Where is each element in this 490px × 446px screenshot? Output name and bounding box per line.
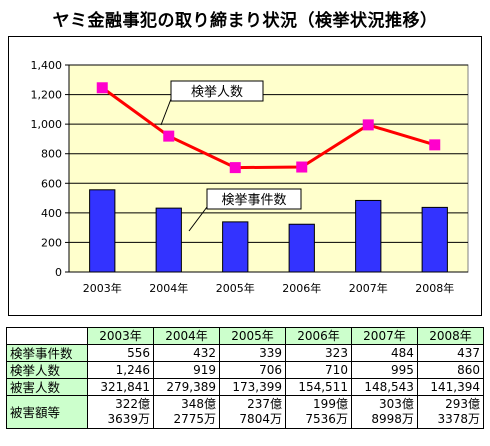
x-tick-label: 2005年 [216, 281, 255, 295]
table-row: 検挙人数 1,246 919 706 710 995 860 [5, 361, 485, 379]
damage-man: 3639万 [107, 412, 150, 426]
y-tick-label: 400 [41, 207, 62, 220]
table-cell: 148,543 [350, 378, 418, 396]
row-header: 検挙人数 [5, 361, 89, 379]
line-marker [296, 161, 308, 173]
row-header: 被害人数 [5, 378, 89, 396]
table-cell: 199億 7536万 [284, 395, 352, 429]
y-tick-label: 800 [41, 148, 62, 161]
x-tick-label: 2004年 [149, 281, 188, 295]
y-tick-label: 0 [55, 266, 62, 279]
column-header: 2005年 [218, 327, 286, 345]
damage-oku: 303億 [379, 397, 414, 411]
table-cell: 484 [350, 344, 418, 362]
table-row: 被害人数 321,841 279,389 173,399 154,511 148… [5, 378, 485, 396]
damage-man: 3378万 [437, 412, 480, 426]
table-cell: 339 [218, 344, 286, 362]
table-cell: 293億 3378万 [416, 395, 485, 429]
table-cell: 995 [350, 361, 418, 379]
damage-man: 7804万 [239, 412, 282, 426]
column-header: 2006年 [284, 327, 352, 345]
damage-oku: 293億 [445, 397, 480, 411]
table-header-row: 2003年 2004年 2005年 2006年 2007年 2008年 [5, 327, 485, 345]
table-cell: 141,394 [416, 378, 485, 396]
callout-leader [188, 206, 208, 232]
column-header: 2008年 [416, 327, 485, 345]
bar [355, 199, 382, 273]
series-label: 検挙人数 [191, 85, 243, 100]
callout-leader [160, 98, 172, 126]
damage-man: 2775万 [173, 412, 216, 426]
damage-man: 8998万 [371, 412, 414, 426]
bar [222, 221, 249, 273]
y-tick-label: 600 [41, 177, 62, 190]
table-cell: 279,389 [153, 378, 220, 396]
y-tick-label: 200 [41, 236, 62, 249]
row-header: 検挙事件数 [5, 344, 89, 362]
table-cell: 556 [87, 344, 154, 362]
x-tick-label: 2003年 [83, 281, 122, 295]
x-tick-label: 2007年 [349, 281, 388, 295]
table-cell: 173,399 [218, 378, 286, 396]
line-marker [429, 139, 441, 151]
table-corner-cell [5, 327, 89, 345]
table-cell: 321,841 [87, 378, 154, 396]
table-cell: 437 [416, 344, 485, 362]
table-row: 検挙事件数 556 432 339 323 484 437 [5, 344, 485, 362]
y-tick-label: 1,200 [31, 89, 63, 102]
callout-box [170, 80, 264, 102]
table-cell: 1,246 [87, 361, 154, 379]
table-cell: 860 [416, 361, 485, 379]
row-header: 被害額等 [5, 395, 89, 429]
line-marker [362, 119, 374, 131]
damage-oku: 237億 [247, 397, 282, 411]
table-cell: 706 [218, 361, 286, 379]
column-header: 2004年 [153, 327, 220, 345]
bar [89, 189, 116, 273]
table-cell: 237億 7804万 [218, 395, 286, 429]
damage-oku: 199億 [313, 397, 348, 411]
line-marker [163, 130, 175, 142]
callout-box [206, 188, 302, 210]
bar [421, 206, 448, 273]
chart-svg: 0 200 400 600 800 1,000 1,200 1,400 2003年 2004年 20… [31, 59, 469, 295]
table-cell: 154,511 [284, 378, 352, 396]
y-tick-label: 1,000 [31, 118, 63, 131]
column-header: 2003年 [87, 327, 154, 345]
bar [288, 223, 315, 273]
damage-oku: 322億 [115, 397, 150, 411]
x-tick-label: 2008年 [415, 281, 454, 295]
bar [155, 207, 182, 273]
table-cell: 432 [153, 344, 220, 362]
chart-frame: 0 200 400 600 800 1,000 1,200 1,400 2003年 2004年 20… [8, 36, 482, 316]
line-marker [229, 162, 241, 174]
line-marker [96, 82, 108, 94]
column-header: 2007年 [350, 327, 418, 345]
table-cell: 322億 3639万 [87, 395, 154, 429]
damage-man: 7536万 [305, 412, 348, 426]
table-row: 被害額等 322億 3639万 348億 2775万 237億 7804万 199億 7… [5, 395, 485, 429]
table-cell: 323 [284, 344, 352, 362]
data-table: 2003年 2004年 2005年 2006年 2007年 2008年 検挙事件… [5, 327, 485, 429]
series-line [101, 86, 436, 170]
table-cell: 710 [284, 361, 352, 379]
page-title: ヤミ金融事犯の取り締まり状況（検挙状況推移） [52, 11, 438, 31]
series-label: 検挙事件数 [221, 193, 286, 208]
table-cell: 919 [153, 361, 220, 379]
damage-oku: 348億 [181, 397, 216, 411]
y-tick-label: 1,400 [31, 59, 63, 72]
table-cell: 348億 2775万 [153, 395, 220, 429]
x-tick-label: 2006年 [282, 281, 321, 295]
table-cell: 303億 8998万 [350, 395, 418, 429]
